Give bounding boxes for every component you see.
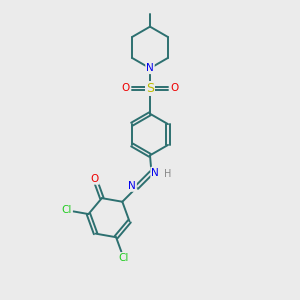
Text: O: O (91, 174, 99, 184)
Text: Cl: Cl (118, 253, 129, 263)
Text: O: O (122, 83, 130, 94)
Text: N: N (151, 168, 159, 178)
Text: O: O (170, 83, 178, 94)
Text: H: H (164, 169, 172, 179)
Text: N: N (146, 63, 154, 73)
Text: Cl: Cl (61, 205, 72, 215)
Text: N: N (128, 181, 136, 191)
Text: S: S (146, 82, 154, 95)
